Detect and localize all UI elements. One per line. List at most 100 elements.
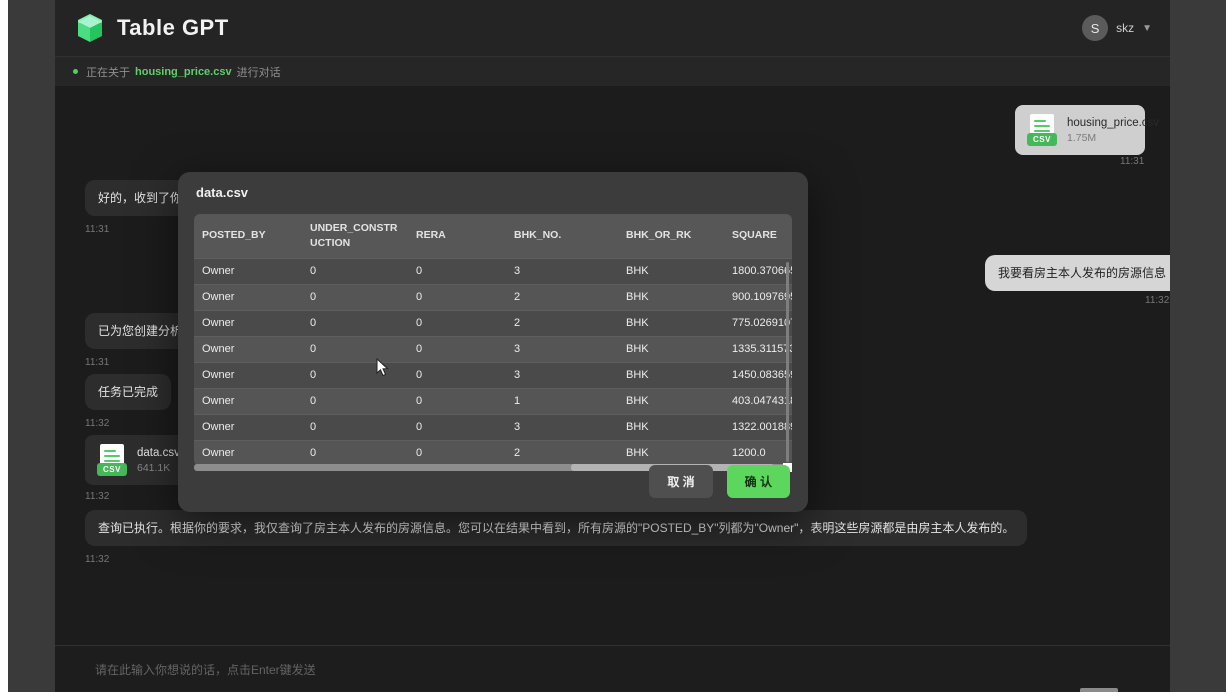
table-cell: 1800.370665	[724, 258, 792, 284]
vertical-scrollbar[interactable]	[786, 262, 789, 462]
status-suffix: 进行对话	[236, 66, 281, 79]
table-cell: 900.1097695	[724, 284, 792, 310]
chevron-down-icon: ▼	[1142, 22, 1152, 34]
avatar[interactable]: S	[1082, 15, 1109, 41]
table-cell: Owner	[194, 440, 302, 466]
timestamp: 11:32	[85, 554, 110, 565]
table-row: Owner 0 0 3 BHK 1322.001889	[194, 414, 792, 440]
table-cell: 0	[302, 414, 408, 440]
bot-message-3: 任务已完成	[85, 374, 172, 410]
column-header: UNDER_CONSTRUCTION	[302, 214, 408, 258]
data-preview-modal: data.csv POSTED_BY UNDER_CONSTRUCTION RERA…	[178, 172, 808, 512]
table-cell: 0	[408, 284, 506, 310]
bot-message-4: 查询已执行。根据你的要求，我仅查询了房主本人发布的房源信息。您可以在结果中看到，…	[85, 510, 1028, 546]
table-cell: 0	[408, 310, 506, 336]
user-message: 我要看房主本人发布的房源信息	[985, 255, 1170, 291]
table-cell: BHK	[618, 440, 724, 466]
timestamp: 11:32	[85, 418, 110, 429]
table-cell: 0	[302, 388, 408, 414]
confirm-button[interactable]: 确 认	[726, 465, 790, 498]
table-row: Owner 0 0 3 BHK 1450.083659	[194, 362, 792, 388]
table-cell: 3	[506, 362, 618, 388]
table-cell: Owner	[194, 388, 302, 414]
table-cell: 775.0269107	[724, 310, 792, 336]
timestamp: 11:31	[85, 224, 110, 235]
table-header-row: POSTED_BY UNDER_CONSTRUCTION RERA BHK_NO. BH…	[194, 214, 792, 258]
timestamp: 11:32	[1145, 295, 1170, 306]
table-cell: Owner	[194, 336, 302, 362]
table-cell: 0	[302, 336, 408, 362]
table-cell: 1	[506, 388, 618, 414]
table-cell: BHK	[618, 284, 724, 310]
table-cell: 0	[408, 440, 506, 466]
table-row: Owner 0 0 2 BHK 900.1097695	[194, 284, 792, 310]
table-cell: 0	[408, 388, 506, 414]
table-body: Owner 0 0 3 BHK 1800.370665 Owner 0 0 2 BHK 900.109…	[194, 258, 792, 466]
table-cell: 0	[302, 362, 408, 388]
table-row: Owner 0 0 3 BHK 1335.311573	[194, 336, 792, 362]
status-dot-icon	[73, 69, 78, 74]
file-size: 641.1K	[137, 461, 171, 474]
table-cell: 0	[408, 258, 506, 284]
app-title: Table GPT	[117, 15, 229, 40]
table-cell: 2	[506, 310, 618, 336]
column-header: BHK_OR_RK	[618, 214, 724, 258]
column-header: BHK_NO.	[506, 214, 618, 258]
column-header: SQUARE	[724, 214, 792, 258]
table-cell: Owner	[194, 258, 302, 284]
modal-title: data.csv	[196, 185, 249, 200]
file-name: housing_price.csv	[1067, 116, 1160, 129]
table-cell: 1200.0	[724, 440, 792, 466]
chat-input[interactable]	[95, 656, 995, 684]
status-prefix: 正在关于	[86, 66, 130, 79]
table-cell: Owner	[194, 310, 302, 336]
timestamp: 11:32	[85, 491, 110, 502]
csv-file-icon: CSV	[1027, 114, 1057, 146]
data-table: POSTED_BY UNDER_CONSTRUCTION RERA BHK_NO. BH…	[194, 214, 792, 466]
table-cell: 0	[302, 440, 408, 466]
cube-logo-icon	[73, 11, 107, 45]
user-name: skz	[1116, 21, 1135, 35]
app-header: Table GPT S skz ▼	[55, 0, 1170, 56]
table-cell: 0	[408, 414, 506, 440]
status-bar: 正在关于 housing_price.csv 进行对话	[55, 56, 1170, 86]
file-size: 1.75M	[1067, 131, 1097, 144]
table-cell: 403.0474318	[724, 388, 792, 414]
table-cell: BHK	[618, 388, 724, 414]
table-cell: 1322.001889	[724, 414, 792, 440]
uploaded-file-card[interactable]: CSV housing_price.csv 1.75M	[1015, 105, 1159, 155]
table-cell: 1335.311573	[724, 336, 792, 362]
composer	[55, 645, 1170, 692]
table-cell: BHK	[618, 414, 724, 440]
table-cell: BHK	[618, 336, 724, 362]
backdrop-left	[8, 0, 55, 692]
file-name: data.csv	[137, 446, 180, 459]
timestamp: 11:31	[85, 357, 110, 368]
backdrop-right	[1170, 0, 1226, 692]
cancel-button[interactable]: 取 消	[649, 465, 713, 498]
table-cell: 0	[302, 310, 408, 336]
csv-file-icon: CSV	[97, 444, 127, 476]
table-cell: 2	[506, 440, 618, 466]
table-cell: 0	[302, 284, 408, 310]
table-cell: 2	[506, 284, 618, 310]
table-cell: BHK	[618, 310, 724, 336]
column-header: POSTED_BY	[194, 214, 302, 258]
table-cell: 3	[506, 414, 618, 440]
app-logo: Table GPT	[73, 11, 229, 45]
table-cell: Owner	[194, 362, 302, 388]
user-menu[interactable]: S skz ▼	[1082, 15, 1152, 41]
table-row: Owner 0 0 2 BHK 775.0269107	[194, 310, 792, 336]
timestamp: 11:31	[1120, 156, 1145, 167]
table-cell: BHK	[618, 258, 724, 284]
status-filename: housing_price.csv	[135, 65, 232, 78]
table-cell: Owner	[194, 414, 302, 440]
table-cell: 0	[302, 258, 408, 284]
table-cell: 3	[506, 258, 618, 284]
table-row: Owner 0 0 3 BHK 1800.370665	[194, 258, 792, 284]
column-header: RERA	[408, 214, 506, 258]
table-cell: 1450.083659	[724, 362, 792, 388]
hidden-element-edge	[1080, 688, 1118, 692]
table-cell: Owner	[194, 284, 302, 310]
